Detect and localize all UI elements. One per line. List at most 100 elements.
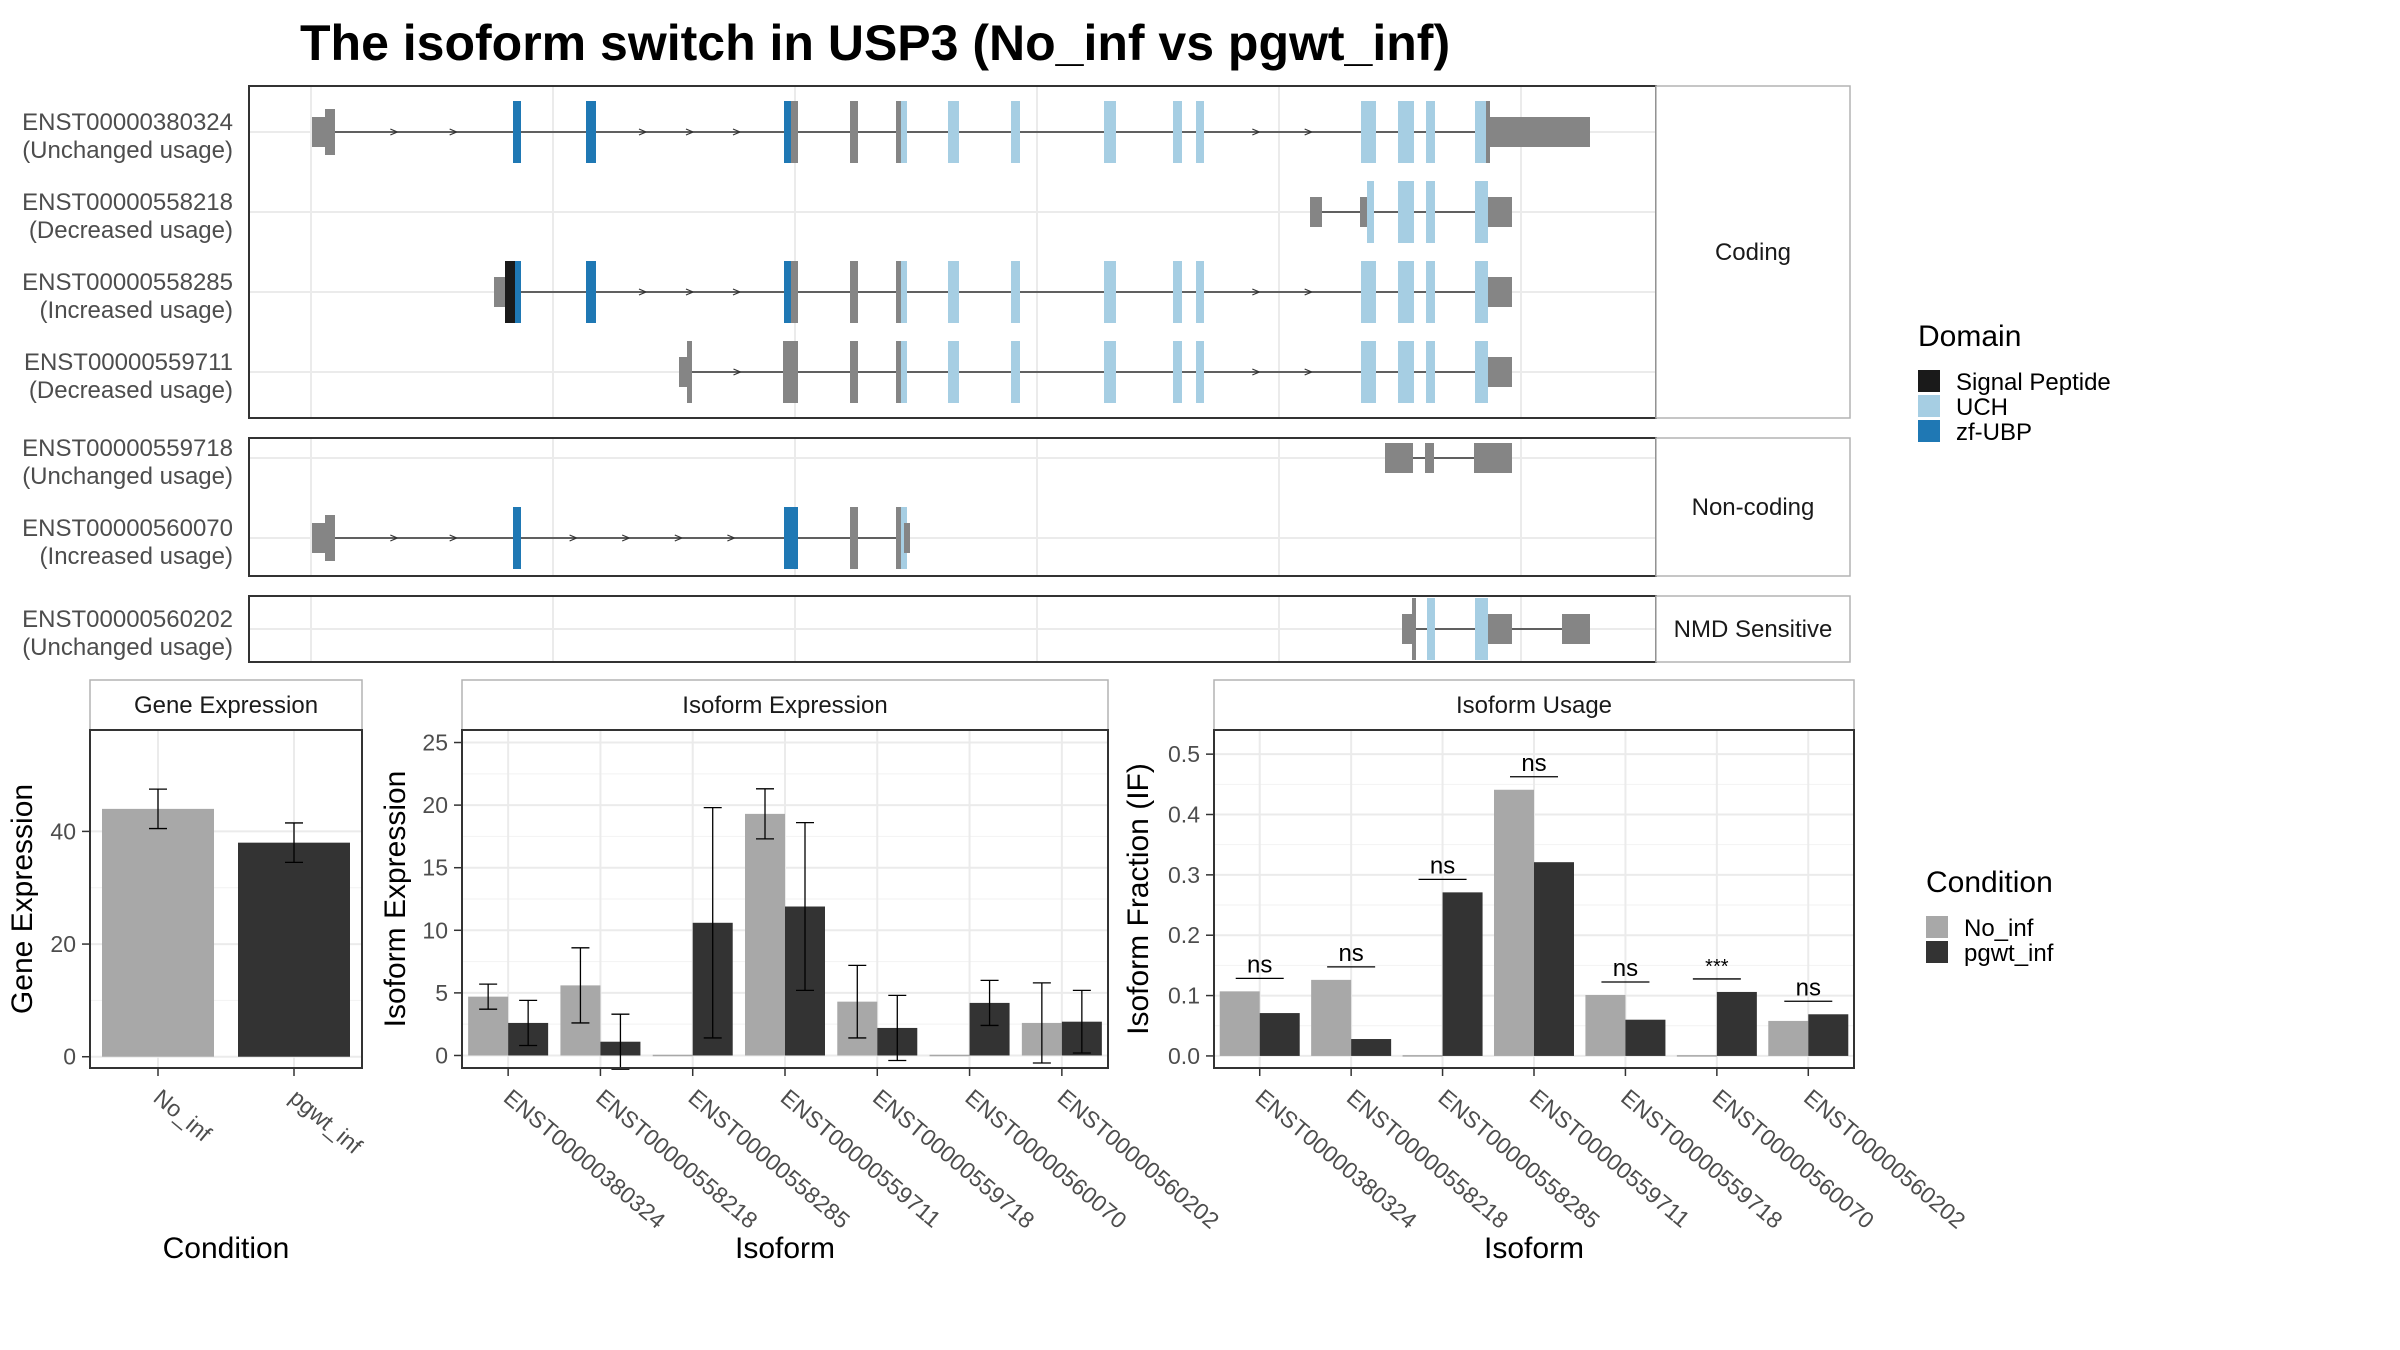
exon (901, 341, 907, 403)
exon (1488, 277, 1512, 307)
exon (948, 101, 959, 163)
y-tick-label: 40 (50, 818, 76, 844)
exon (325, 515, 335, 561)
exon (1488, 197, 1512, 227)
isoform-id-label: ENST00000558285 (22, 269, 233, 296)
y-tick-label: 20 (422, 792, 448, 818)
transcript-ENST00000560202 (1402, 598, 1590, 660)
exon (1486, 101, 1490, 163)
exon (1475, 181, 1488, 243)
exon (494, 277, 505, 307)
x-tick-label: ENST00000558218 (1342, 1084, 1514, 1234)
y-tick-label: 25 (422, 730, 448, 756)
structure-facet-0: Coding ENST00000380324(Unchanged usage) EN… (22, 85, 1851, 419)
exon (1412, 598, 1416, 660)
exon (896, 341, 904, 403)
exon (1196, 101, 1204, 163)
exon (1361, 261, 1376, 323)
intron-arrow (390, 128, 399, 136)
exon (1011, 261, 1020, 323)
exon (850, 261, 858, 323)
exon (1173, 101, 1182, 163)
y-tick-label: 20 (50, 931, 76, 957)
isoform-usage-label: (Decreased usage) (29, 217, 233, 244)
significance-label: ns (1796, 974, 1821, 1001)
exon (1488, 357, 1512, 387)
x-tick-label: pgwt_inf (285, 1084, 368, 1159)
isoform-usage-label: (Increased usage) (40, 543, 233, 570)
exon (1562, 614, 1590, 644)
legend-swatch (1918, 420, 1940, 442)
exon (1425, 443, 1434, 473)
structure-facet-1: Non-coding ENST00000559718(Unchanged usag… (22, 435, 1851, 577)
exon (1173, 261, 1182, 323)
exon (791, 101, 798, 163)
y-tick-label: 5 (435, 980, 448, 1006)
intron-arrow (685, 288, 695, 296)
intron-arrow (569, 534, 579, 542)
exon (784, 507, 798, 569)
exon (325, 109, 335, 155)
x-axis-label: Condition (163, 1232, 290, 1265)
exon (1367, 181, 1374, 243)
exon (948, 261, 959, 323)
x-tick-label: ENST00000558285 (684, 1084, 856, 1234)
x-axis-label: Isoform (1484, 1232, 1584, 1265)
y-tick-label: 10 (422, 917, 448, 943)
intron-arrow (449, 128, 459, 136)
structure-category-strip (1655, 437, 1851, 577)
intron-arrow (674, 534, 684, 542)
legend-label: Signal Peptide (1956, 369, 2111, 396)
exon (1310, 197, 1322, 227)
exon (1402, 614, 1412, 644)
bar (745, 813, 785, 1056)
structure-category-strip (1655, 595, 1851, 663)
panel-border (89, 729, 363, 1069)
gene-expression-panel: Gene Expression 0 20 40 No_inf pgwt_inf Condit… (6, 679, 368, 1265)
significance-label: ns (1338, 940, 1363, 967)
exon (1011, 101, 1020, 163)
exon (1196, 341, 1204, 403)
intron-arrow (1304, 368, 1314, 376)
intron-arrow (733, 368, 743, 376)
bar (1534, 862, 1574, 1056)
bar (1311, 979, 1352, 1056)
exon (1490, 117, 1590, 147)
x-tick-label: ENST00000558285 (1433, 1084, 1605, 1234)
y-tick-label: 15 (422, 855, 448, 881)
exon (586, 261, 596, 323)
exon (896, 101, 904, 163)
category-label-non-coding: Non-coding (1692, 494, 1815, 521)
exon (1426, 341, 1435, 403)
x-tick-label: ENST00000560202 (1053, 1084, 1225, 1234)
intron-arrow (1252, 288, 1261, 296)
exon (687, 341, 692, 403)
exon (1488, 614, 1512, 644)
significance-label: ns (1430, 852, 1455, 879)
structure-facet-2: NMD Sensitive ENST00000560202(Unchanged u… (22, 595, 1851, 663)
intron-arrow (1304, 128, 1314, 136)
y-axis-label: Gene Expression (6, 784, 39, 1014)
exon (1475, 261, 1488, 323)
exon (1398, 261, 1414, 323)
bar (102, 808, 214, 1057)
exon (896, 507, 904, 569)
intron-arrow (1252, 128, 1261, 136)
isoform-id-label: ENST00000559718 (22, 435, 233, 462)
exon (791, 261, 798, 323)
legend-title: Domain (1918, 320, 2021, 353)
x-tick-label: ENST00000560070 (1708, 1084, 1880, 1234)
significance-label: ns (1613, 955, 1638, 982)
y-tick-label: 0.5 (1168, 741, 1200, 767)
transcript-ENST00000559711 (679, 341, 1512, 403)
bar (1219, 991, 1260, 1056)
isoform-id-label: ENST00000559711 (24, 349, 233, 376)
bar (1442, 892, 1483, 1056)
intron-arrow (1304, 288, 1314, 296)
panel-strip (89, 679, 363, 731)
x-tick-label: ENST00000559711 (776, 1084, 946, 1233)
panel-title: Isoform Usage (1456, 692, 1612, 719)
exon (1474, 443, 1512, 473)
